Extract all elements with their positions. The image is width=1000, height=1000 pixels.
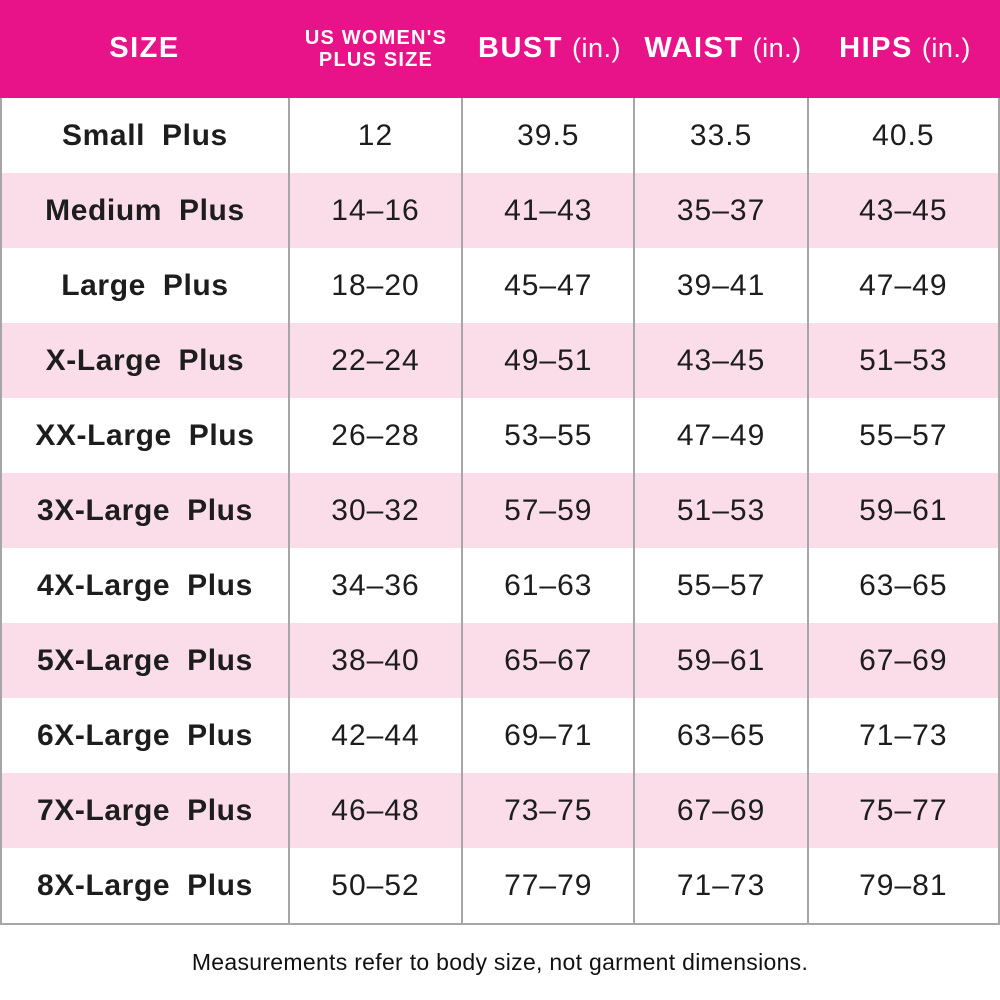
hips-cell: 43–45 <box>859 193 948 227</box>
us-plus-size-cell: 50–52 <box>290 848 464 923</box>
bust-cell: 73–75 <box>463 773 636 848</box>
waist-cell: 43–45 <box>635 323 809 398</box>
waist-cell: 59–61 <box>635 623 809 698</box>
bust-cell: 65–67 <box>463 623 636 698</box>
header-us-size-line1: US WOMEN'S <box>304 27 448 49</box>
size-name-cell: 3X-Large Plus <box>2 473 290 548</box>
us-plus-size-cell: 46–48 <box>290 773 464 848</box>
bust-cell: 49–51 <box>463 323 636 398</box>
waist-cell: 39–41 <box>635 248 809 323</box>
waist-cell: 51–53 <box>635 473 809 548</box>
header-cell-hips: HIPS (in.) <box>810 0 1000 98</box>
size-name-cell: Large Plus <box>2 248 290 323</box>
table-row: 5X-Large Plus 38–40 65–67 59–61 67–69 <box>2 623 998 698</box>
size-name-cell: Medium Plus <box>2 173 290 248</box>
hips-cell: 75–77 <box>859 793 948 827</box>
hips-cell: 40.5 <box>872 118 935 152</box>
size-name-cell: 7X-Large Plus <box>2 773 290 848</box>
table-row: Small Plus 12 39.5 33.5 40.5 <box>2 98 998 173</box>
header-hips-label: HIPS <box>839 32 913 65</box>
waist-cell: 63–65 <box>635 698 809 773</box>
us-plus-size-cell: 38–40 <box>290 623 464 698</box>
size-name-cell: 4X-Large Plus <box>2 548 290 623</box>
us-plus-size-cell: 26–28 <box>290 398 464 473</box>
header-waist-unit: (in.) <box>752 33 802 64</box>
waist-cell: 71–73 <box>635 848 809 923</box>
waist-cell: 33.5 <box>635 98 809 173</box>
size-name-cell: 6X-Large Plus <box>2 698 290 773</box>
table-row: 3X-Large Plus 30–32 57–59 51–53 59–61 <box>2 473 998 548</box>
size-name-cell: X-Large Plus <box>2 323 290 398</box>
table-row: Large Plus 18–20 45–47 39–41 47–49 <box>2 248 998 323</box>
bust-cell: 41–43 <box>463 173 636 248</box>
us-plus-size-cell: 14–16 <box>290 173 464 248</box>
bust-cell: 61–63 <box>463 548 636 623</box>
table-row: X-Large Plus 22–24 49–51 43–45 51–53 <box>2 323 998 398</box>
hips-cell: 67–69 <box>859 643 948 677</box>
header-cell-size: SIZE <box>0 0 289 98</box>
size-name-cell: XX-Large Plus <box>2 398 290 473</box>
table-header-row: SIZE US WOMEN'S PLUS SIZE BUST (in.) WAI… <box>0 0 1000 98</box>
header-cell-us-plus-size: US WOMEN'S PLUS SIZE <box>289 0 463 98</box>
hips-cell: 47–49 <box>859 268 948 302</box>
bust-cell: 57–59 <box>463 473 636 548</box>
table-row: XX-Large Plus 26–28 53–55 47–49 55–57 <box>2 398 998 473</box>
hips-cell: 59–61 <box>859 493 948 527</box>
waist-cell: 67–69 <box>635 773 809 848</box>
header-cell-bust: BUST (in.) <box>463 0 636 98</box>
waist-cell: 35–37 <box>635 173 809 248</box>
size-name-cell: 5X-Large Plus <box>2 623 290 698</box>
table-body: Small Plus 12 39.5 33.5 40.5 Medium Plus… <box>0 98 1000 925</box>
hips-cell: 55–57 <box>859 418 948 452</box>
header-bust-label: BUST <box>478 32 563 65</box>
header-waist-label: WAIST <box>644 32 744 65</box>
us-plus-size-cell: 30–32 <box>290 473 464 548</box>
size-name-cell: Small Plus <box>2 98 290 173</box>
bust-cell: 39.5 <box>463 98 636 173</box>
header-us-plus-size-label: US WOMEN'S PLUS SIZE <box>305 27 447 71</box>
table-row: 8X-Large Plus 50–52 77–79 71–73 79–81 <box>2 848 998 923</box>
table-row: Medium Plus 14–16 41–43 35–37 43–45 <box>2 173 998 248</box>
header-bust-unit: (in.) <box>571 33 621 64</box>
us-plus-size-cell: 42–44 <box>290 698 464 773</box>
us-plus-size-cell: 18–20 <box>290 248 464 323</box>
us-plus-size-cell: 34–36 <box>290 548 464 623</box>
bust-cell: 77–79 <box>463 848 636 923</box>
table-row: 7X-Large Plus 46–48 73–75 67–69 75–77 <box>2 773 998 848</box>
header-size-label: SIZE <box>109 32 180 65</box>
footnote: Measurements refer to body size, not gar… <box>191 949 809 975</box>
hips-cell: 63–65 <box>859 568 948 602</box>
us-plus-size-cell: 22–24 <box>290 323 464 398</box>
waist-cell: 55–57 <box>635 548 809 623</box>
size-name-cell: 8X-Large Plus <box>2 848 290 923</box>
waist-cell: 47–49 <box>635 398 809 473</box>
bust-cell: 69–71 <box>463 698 636 773</box>
hips-cell: 79–81 <box>859 868 948 902</box>
header-cell-waist: WAIST (in.) <box>636 0 810 98</box>
hips-cell: 71–73 <box>859 718 948 752</box>
header-hips-unit: (in.) <box>921 33 971 64</box>
header-us-size-line2: PLUS SIZE <box>318 49 434 71</box>
us-plus-size-cell: 12 <box>290 98 464 173</box>
bust-cell: 53–55 <box>463 398 636 473</box>
bust-cell: 45–47 <box>463 248 636 323</box>
hips-cell: 51–53 <box>859 343 948 377</box>
table-row: 6X-Large Plus 42–44 69–71 63–65 71–73 <box>2 698 998 773</box>
table-row: 4X-Large Plus 34–36 61–63 55–57 63–65 <box>2 548 998 623</box>
